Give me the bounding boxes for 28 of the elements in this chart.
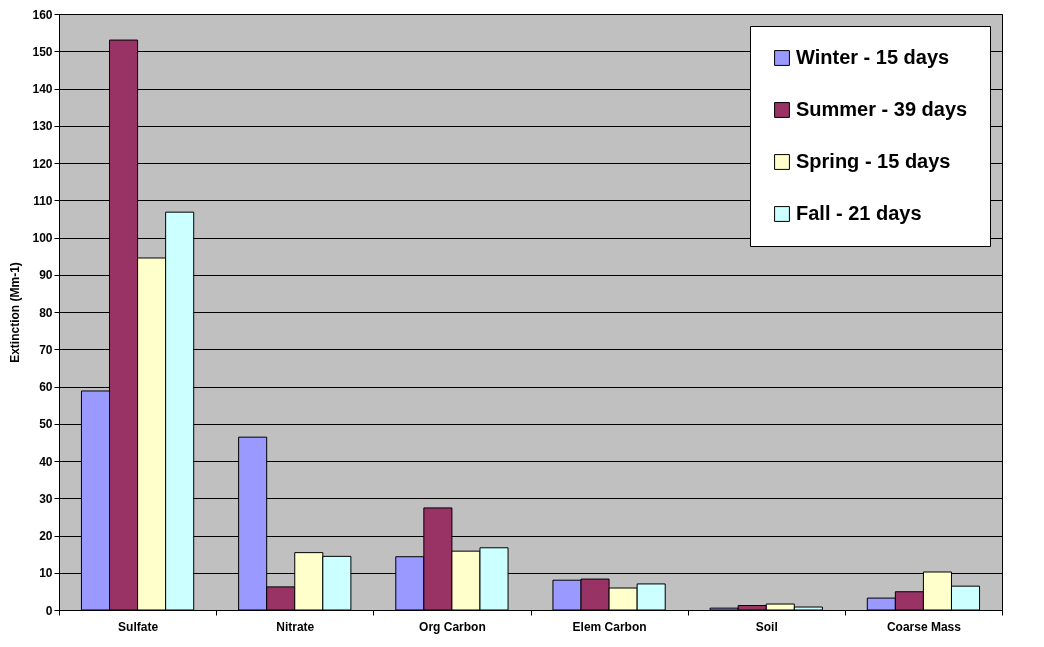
y-tick-label: 70 <box>39 342 53 357</box>
y-tick-label: 110 <box>33 193 53 208</box>
y-axis-title: Extinction (Mm-1) <box>8 262 23 363</box>
legend-label: Spring - 15 days <box>796 150 951 172</box>
y-tick-label: 50 <box>39 417 53 432</box>
y-tick-label: 90 <box>39 268 53 283</box>
x-tick-label: Org Carbon <box>419 619 486 634</box>
x-tick-label: Sulfate <box>118 619 159 634</box>
x-tick-label: Elem Carbon <box>572 619 647 634</box>
y-tick-label: 80 <box>39 305 53 320</box>
y-tick-label: 40 <box>39 454 53 469</box>
y-tick-label: 130 <box>32 119 53 134</box>
y-tick-label: 0 <box>45 603 53 618</box>
y-tick-label: 20 <box>39 529 53 543</box>
legend-label: Summer - 39 days <box>796 98 968 120</box>
y-tick-label: 10 <box>39 566 53 581</box>
y-tick-label: 100 <box>32 231 53 245</box>
x-tick-label: Nitrate <box>276 619 315 634</box>
y-tick-label: 160 <box>32 7 53 22</box>
legend-label: Winter - 15 days <box>796 46 950 68</box>
legend-label: Fall - 21 days <box>796 202 922 224</box>
x-tick-label: Coarse Mass <box>886 619 962 634</box>
y-tick-label: 140 <box>32 82 53 96</box>
y-tick-label: 30 <box>39 491 53 506</box>
y-tick-label: 120 <box>32 156 53 171</box>
y-tick-label: 150 <box>32 44 53 59</box>
x-tick-label: Soil <box>755 619 778 634</box>
y-tick-label: 60 <box>39 380 53 394</box>
